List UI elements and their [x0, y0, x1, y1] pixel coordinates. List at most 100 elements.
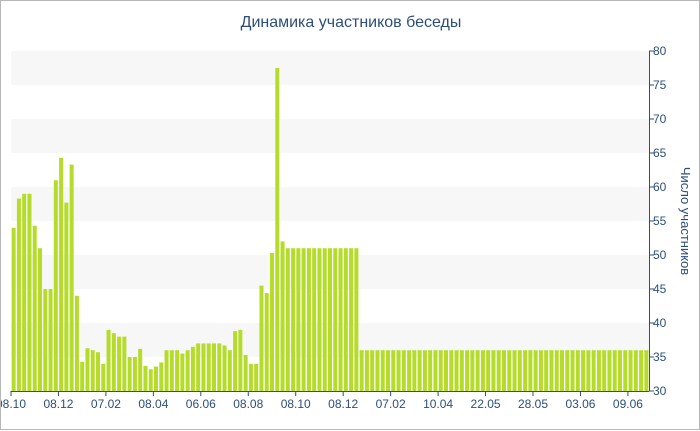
bar[interactable] — [639, 350, 644, 391]
bar[interactable] — [549, 350, 554, 391]
bar[interactable] — [433, 350, 438, 391]
bar[interactable] — [106, 329, 111, 391]
bar[interactable] — [248, 363, 253, 391]
bar[interactable] — [43, 289, 48, 391]
bar[interactable] — [343, 248, 348, 391]
bar[interactable] — [138, 348, 143, 391]
bar[interactable] — [349, 248, 354, 391]
bar[interactable] — [591, 350, 596, 391]
bar[interactable] — [438, 350, 443, 391]
bar[interactable] — [444, 350, 449, 391]
bar[interactable] — [491, 350, 496, 391]
bar[interactable] — [544, 350, 549, 391]
bar[interactable] — [74, 295, 79, 391]
bar[interactable] — [53, 180, 58, 391]
bar[interactable] — [301, 248, 306, 391]
bar[interactable] — [602, 350, 607, 391]
bar[interactable] — [22, 193, 27, 391]
bar[interactable] — [633, 350, 638, 391]
bar[interactable] — [180, 353, 185, 391]
bar[interactable] — [575, 350, 580, 391]
bar[interactable] — [127, 357, 132, 391]
bar[interactable] — [27, 193, 32, 391]
bar[interactable] — [206, 343, 211, 391]
bar[interactable] — [48, 289, 53, 391]
bar[interactable] — [486, 350, 491, 391]
bar[interactable] — [222, 345, 227, 391]
bar[interactable] — [154, 366, 159, 391]
bar[interactable] — [612, 350, 617, 391]
bar[interactable] — [528, 350, 533, 391]
bar[interactable] — [80, 361, 85, 391]
bar[interactable] — [38, 248, 43, 391]
bar[interactable] — [275, 68, 280, 391]
bar[interactable] — [285, 248, 290, 391]
bar[interactable] — [523, 350, 528, 391]
bar[interactable] — [322, 248, 327, 391]
bar[interactable] — [512, 350, 517, 391]
bar[interactable] — [233, 331, 238, 391]
bar[interactable] — [306, 248, 311, 391]
bar[interactable] — [428, 350, 433, 391]
bar[interactable] — [596, 350, 601, 391]
bar[interactable] — [59, 157, 64, 391]
bar[interactable] — [101, 363, 106, 391]
bar[interactable] — [185, 350, 190, 391]
bar[interactable] — [11, 227, 16, 391]
bar[interactable] — [570, 350, 575, 391]
bar[interactable] — [623, 350, 628, 391]
bar[interactable] — [396, 350, 401, 391]
bar[interactable] — [312, 248, 317, 391]
bar[interactable] — [69, 164, 74, 391]
bar[interactable] — [417, 350, 422, 391]
bar[interactable] — [264, 293, 269, 391]
bar[interactable] — [581, 350, 586, 391]
bar[interactable] — [122, 336, 127, 391]
bar[interactable] — [422, 350, 427, 391]
bar[interactable] — [533, 350, 538, 391]
bar[interactable] — [628, 350, 633, 391]
bar[interactable] — [507, 350, 512, 391]
bar[interactable] — [96, 352, 101, 391]
bar[interactable] — [259, 285, 264, 391]
bar[interactable] — [190, 346, 195, 391]
bar[interactable] — [159, 362, 164, 391]
bar[interactable] — [90, 350, 95, 391]
bar[interactable] — [291, 248, 296, 391]
bar[interactable] — [85, 348, 90, 391]
bar[interactable] — [364, 350, 369, 391]
bar[interactable] — [517, 350, 522, 391]
bar[interactable] — [565, 350, 570, 391]
bar[interactable] — [480, 350, 485, 391]
bar[interactable] — [412, 350, 417, 391]
bar[interactable] — [354, 248, 359, 391]
bar[interactable] — [407, 350, 412, 391]
bar[interactable] — [317, 248, 322, 391]
bar[interactable] — [328, 248, 333, 391]
bar[interactable] — [459, 350, 464, 391]
bar[interactable] — [175, 350, 180, 391]
bar[interactable] — [386, 350, 391, 391]
bar[interactable] — [254, 363, 259, 391]
bar[interactable] — [644, 350, 649, 391]
bar[interactable] — [64, 202, 69, 391]
bar[interactable] — [618, 350, 623, 391]
bar[interactable] — [270, 252, 275, 391]
bar[interactable] — [401, 350, 406, 391]
bar[interactable] — [212, 343, 217, 391]
bar[interactable] — [538, 350, 543, 391]
bar[interactable] — [164, 350, 169, 391]
bar[interactable] — [169, 350, 174, 391]
bar[interactable] — [380, 350, 385, 391]
bar[interactable] — [560, 350, 565, 391]
bar[interactable] — [148, 369, 153, 391]
bar[interactable] — [217, 343, 222, 391]
bar[interactable] — [243, 354, 248, 391]
bar[interactable] — [496, 350, 501, 391]
bar[interactable] — [117, 336, 122, 391]
bar[interactable] — [475, 350, 480, 391]
bar[interactable] — [586, 350, 591, 391]
bar[interactable] — [238, 329, 243, 391]
bar[interactable] — [554, 350, 559, 391]
bar[interactable] — [132, 357, 137, 391]
